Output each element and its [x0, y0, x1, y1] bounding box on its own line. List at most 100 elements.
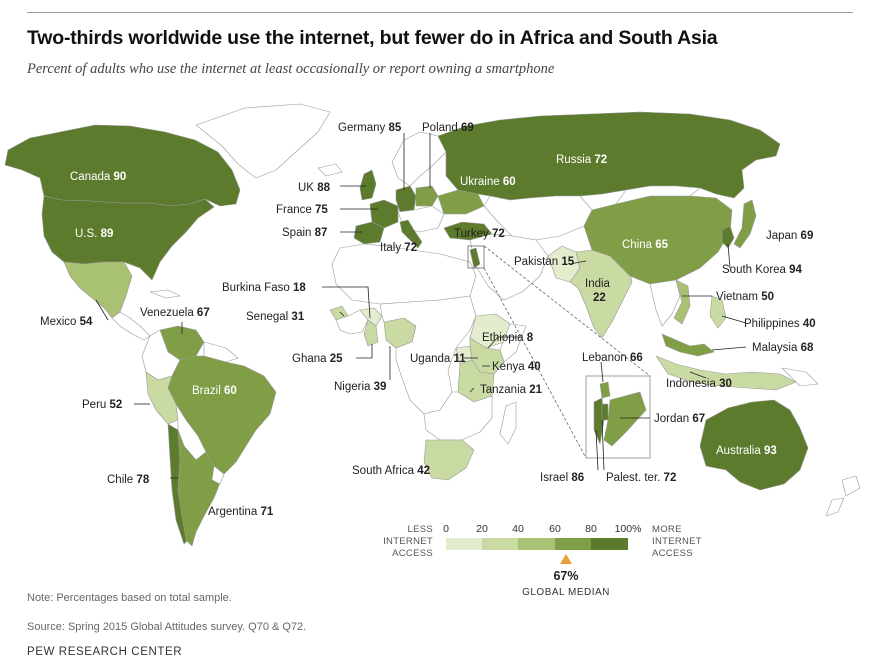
label-mexico: Mexico 54: [40, 316, 93, 328]
region-caribbean: [149, 289, 181, 299]
label-south-africa: South Africa 42: [352, 465, 430, 477]
note-text: Note: Percentages based on total sample.: [27, 592, 232, 604]
inset-lebanon: [599, 381, 611, 399]
legend-tick: 80: [585, 523, 597, 535]
page-subtitle: Percent of adults who use the internet a…: [27, 61, 555, 77]
region-poland: [415, 185, 439, 207]
region-south-africa: [423, 439, 475, 481]
legend-tick: 40: [512, 523, 524, 535]
region-mexico: [63, 261, 133, 319]
legend-swatch: [591, 538, 628, 550]
label-china: China 65: [622, 239, 669, 251]
label-burkina-faso: Burkina Faso 18: [222, 282, 306, 294]
legend-swatch: [482, 538, 518, 550]
region-greenland: [195, 103, 331, 179]
region-iceland: [317, 163, 343, 177]
region-scandinavia: [391, 131, 447, 187]
region-us: [41, 195, 215, 281]
label-spain: Spain 87: [282, 227, 327, 239]
label-palestinian-territories: Palest. ter. 72: [606, 472, 676, 484]
label-canada: Canada 90: [70, 171, 126, 183]
label-ghana: Ghana 25: [292, 353, 343, 365]
label-malaysia: Malaysia 68: [752, 342, 814, 354]
source-text: Source: Spring 2015 Global Attitudes sur…: [27, 621, 307, 633]
region-new-zealand: [825, 475, 861, 517]
legend-swatch: [555, 538, 591, 550]
org-name: PEW RESEARCH CENTER: [27, 646, 183, 658]
region-italy: [399, 219, 423, 249]
label-brazil: Brazil 60: [192, 385, 237, 397]
legend: LESS INTERNET ACCESS 0 20 40 60 80 100% …: [383, 523, 702, 598]
label-indonesia: Indonesia 30: [666, 378, 732, 390]
region-mongolia: [615, 185, 701, 205]
region-uruguay: [211, 465, 225, 485]
legend-tick: 0: [443, 523, 449, 535]
label-argentina: Argentina 71: [208, 506, 274, 518]
region-southern-africa: [423, 391, 493, 441]
legend-more-label: MORE: [652, 524, 682, 535]
region-ghana: [363, 319, 379, 347]
region-malaysia: [661, 333, 715, 357]
region-uk: [359, 169, 377, 201]
label-venezuela: Venezuela 67: [140, 307, 210, 319]
label-russia: Russia 72: [556, 154, 607, 166]
label-india-value: 22: [593, 292, 606, 304]
label-australia: Australia 93: [716, 445, 777, 457]
label-turkey: Turkey 72: [454, 228, 505, 240]
legend-tick: 60: [549, 523, 561, 535]
label-ethiopia: Ethiopia 8: [482, 332, 534, 344]
region-papua: [781, 367, 819, 387]
label-nigeria: Nigeria 39: [334, 381, 386, 393]
region-germany: [395, 185, 417, 213]
legend-swatch: [518, 538, 555, 550]
label-jordan: Jordan 67: [654, 413, 705, 425]
label-lebanon: Lebanon 66: [582, 352, 643, 364]
label-india: India: [585, 278, 611, 290]
region-south-korea: [721, 225, 735, 249]
inset-frame: [467, 245, 485, 269]
region-argentina: [177, 429, 223, 547]
region-levant: [469, 247, 481, 269]
region-west-africa: [335, 309, 369, 335]
legend-less-label: INTERNET: [383, 536, 433, 547]
legend-tick: 100%: [615, 523, 642, 535]
label-peru: Peru 52: [82, 399, 122, 411]
region-madagascar: [499, 401, 517, 445]
label-tanzania: Tanzania 21: [480, 384, 543, 396]
label-italy: Italy 72: [380, 242, 417, 254]
leader-lines: [95, 133, 747, 479]
label-ukraine: Ukraine 60: [460, 176, 516, 188]
region-australia: [699, 399, 809, 491]
inset-palestinian-territories: [601, 403, 609, 421]
label-poland: Poland 69: [422, 122, 474, 134]
legend-swatch: [446, 538, 482, 550]
inset-jordan: [603, 391, 647, 447]
label-south-korea: South Korea 94: [722, 264, 803, 276]
legend-tick: 20: [476, 523, 488, 535]
label-uk: UK 88: [298, 182, 331, 194]
legend-less-label: LESS: [408, 524, 434, 535]
label-germany: Germany 85: [338, 122, 402, 134]
median-value: 67%: [553, 569, 578, 583]
label-pakistan: Pakistan 15: [514, 256, 575, 268]
region-somalia: [499, 323, 527, 363]
region-canada: [4, 124, 241, 207]
label-israel: Israel 86: [540, 472, 584, 484]
legend-less-label: ACCESS: [392, 548, 433, 559]
label-senegal: Senegal 31: [246, 311, 305, 323]
levant-inset: [467, 245, 651, 459]
region-burkina-faso: [359, 307, 383, 327]
region-spain: [353, 221, 385, 245]
region-philippines: [709, 295, 727, 329]
label-japan: Japan 69: [766, 230, 813, 242]
label-vietnam: Vietnam 50: [716, 291, 774, 303]
legend-more-label: ACCESS: [652, 548, 693, 559]
label-uganda: Uganda 11: [410, 353, 466, 365]
region-vietnam: [673, 279, 691, 325]
label-chile: Chile 78: [107, 474, 150, 486]
label-us: U.S. 89: [75, 228, 113, 240]
inset-connector: [483, 267, 587, 459]
inset-connector: [483, 245, 651, 377]
top-rule: [27, 12, 853, 13]
